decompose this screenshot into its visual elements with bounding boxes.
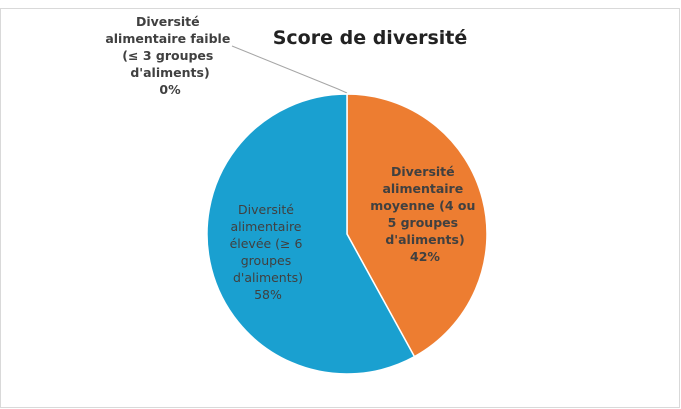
chart-title: Score de diversité [273,27,468,49]
label-line: Diversité [391,164,459,179]
label-line: d'aliments) [385,232,464,247]
label-line: (≤ 3 groupes [122,48,217,63]
data-label-value: 42% [410,249,440,264]
data-label-category: Diversité alimentaire moyenne (4 ou 5 gr… [370,164,479,247]
data-label-category: Diversité alimentaire faible (≤ 3 groupe… [105,14,234,80]
label-line: d'aliments) [130,65,209,80]
data-label-value: 0% [159,82,181,97]
label-line: Diversité [238,202,298,217]
label-line: Diversité [136,14,204,29]
pie-slice [346,93,488,358]
label-line: alimentaire faible [105,31,234,46]
label-line: alimentaire [382,181,467,196]
label-line: élevée (≥ 6 [230,236,307,251]
pie-slice [206,93,416,375]
label-line: 5 groupes [388,215,463,230]
leader-line [231,45,348,94]
label-line: moyenne (4 ou [370,198,479,213]
label-line: alimentaire [231,219,306,234]
label-line: d'aliments) [233,270,303,285]
data-label-value: 58% [254,287,282,302]
label-line: groupes [241,253,295,268]
data-label-category: Diversité alimentaire élevée (≥ 6 groupe… [230,202,307,285]
